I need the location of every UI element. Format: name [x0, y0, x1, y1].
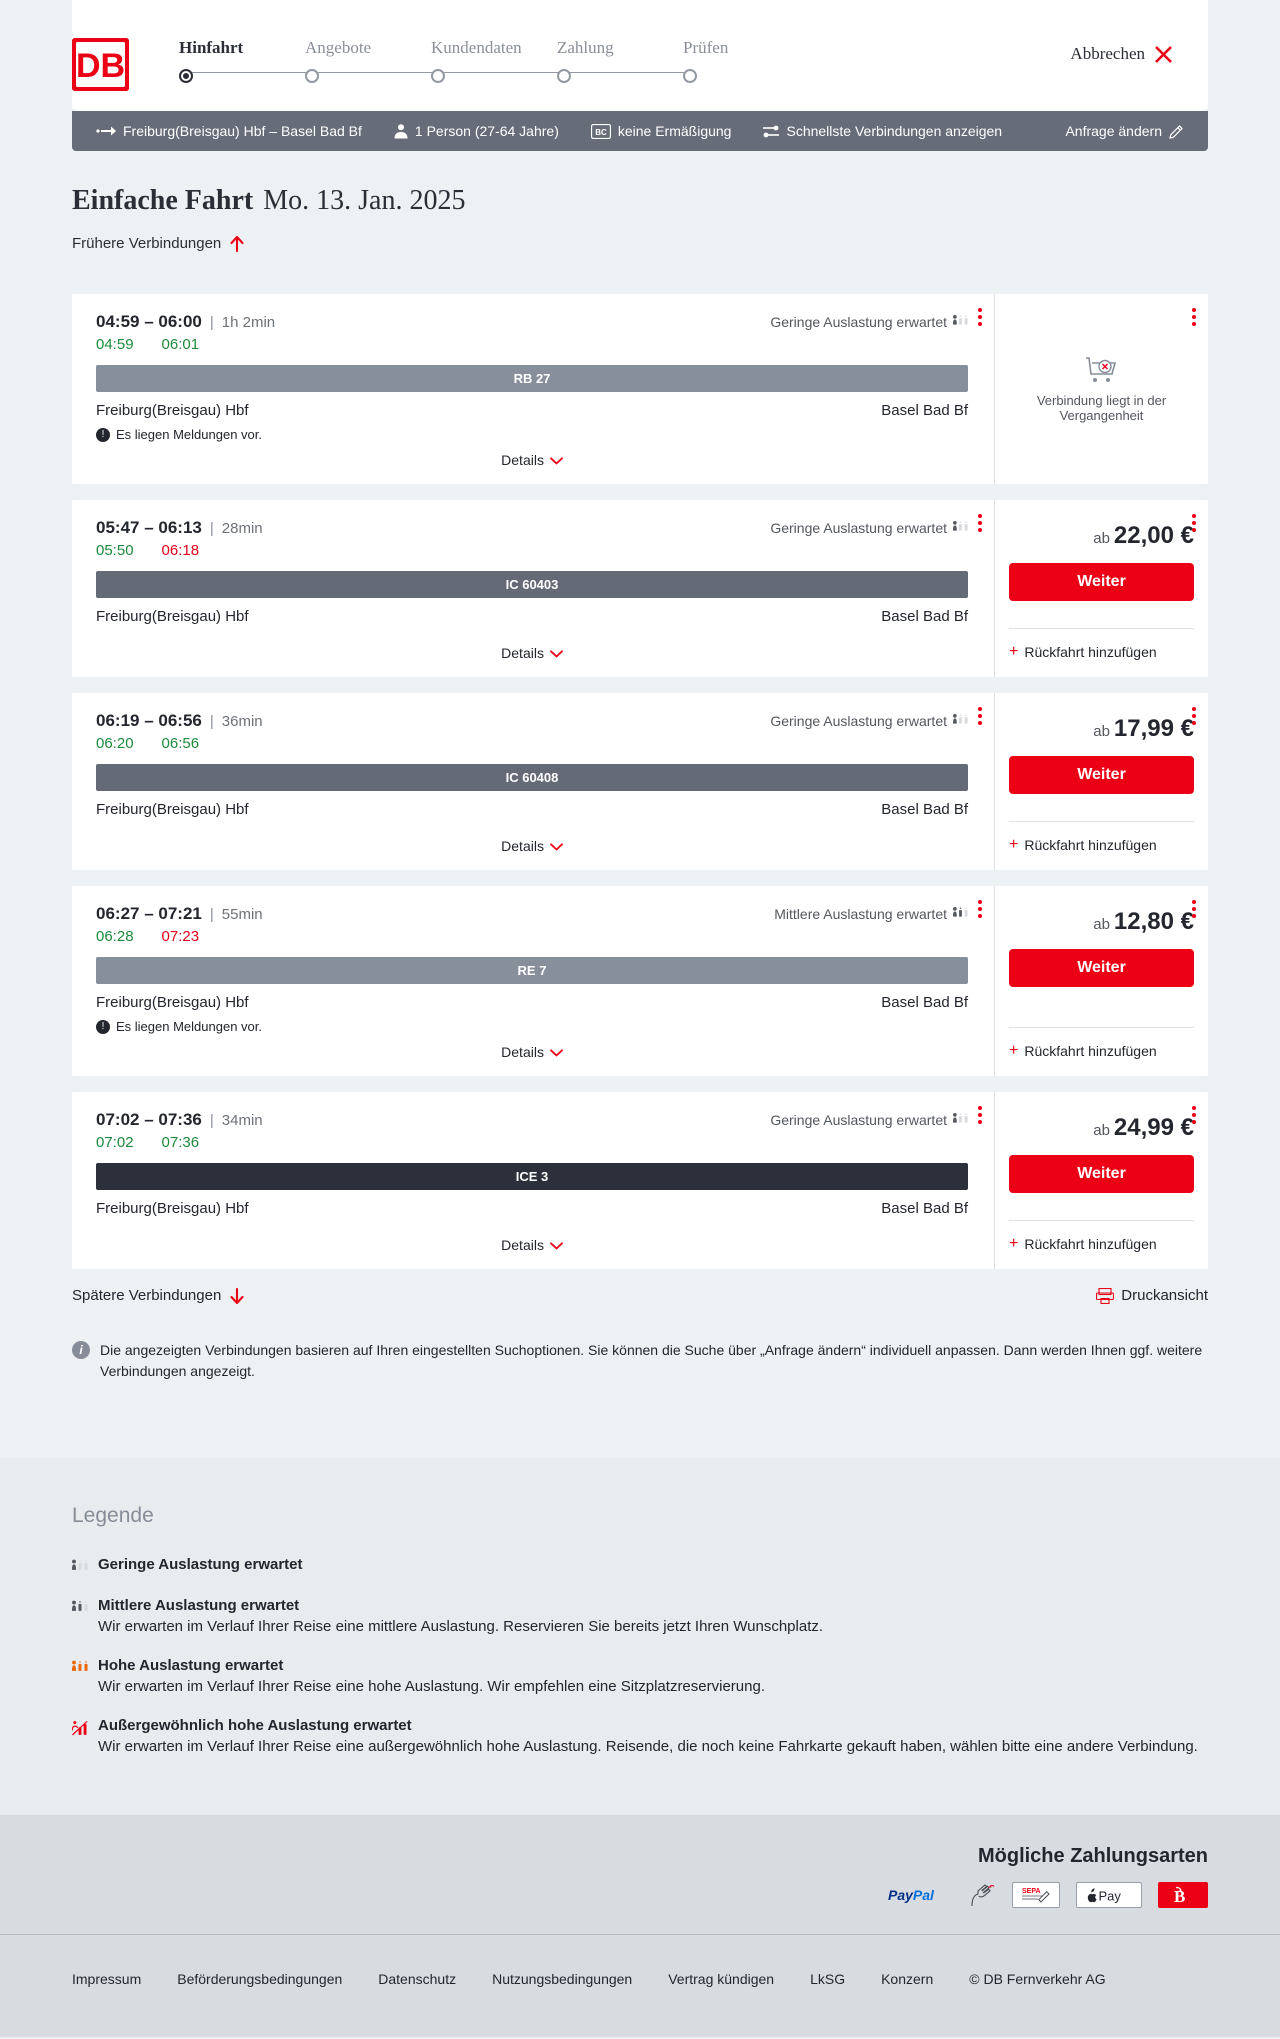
- svg-text:BC: BC: [595, 128, 607, 137]
- svg-text:Pay: Pay: [1099, 1889, 1122, 1904]
- svg-text:DB: DB: [76, 47, 125, 85]
- svg-text:SEPA: SEPA: [1022, 1888, 1041, 1895]
- svg-text:B: B: [1174, 1887, 1185, 1905]
- svg-text:PayPal: PayPal: [888, 1887, 935, 1903]
